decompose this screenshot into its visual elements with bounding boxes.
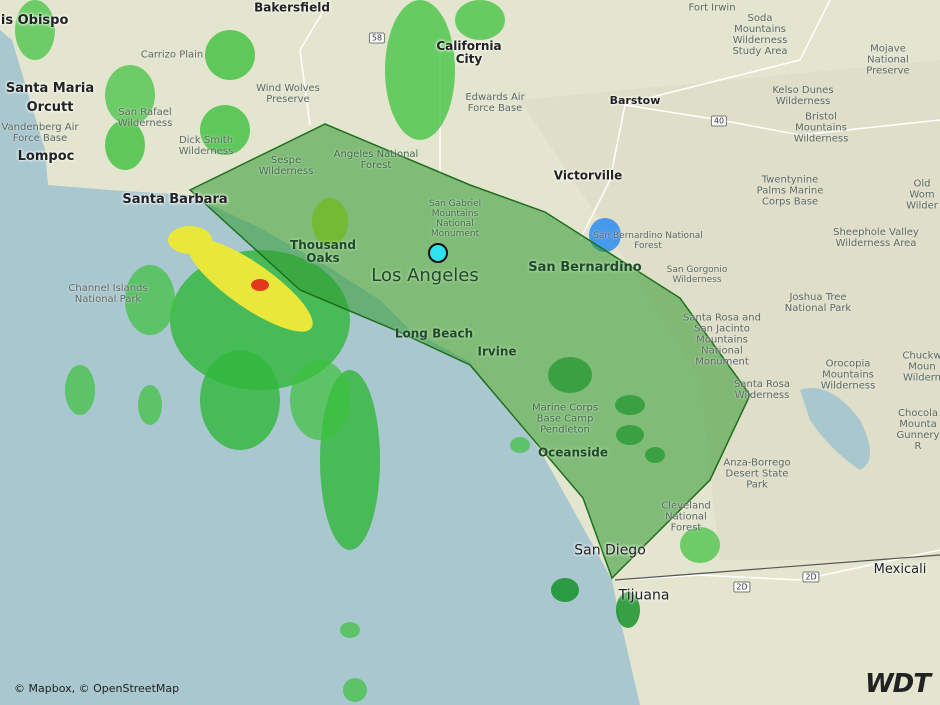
city-label: Victorville [553, 168, 623, 183]
border-line [614, 554, 940, 581]
place-label: Carrizo Plain [140, 49, 204, 61]
city-label: Irvine [477, 344, 517, 359]
city-label: Lompoc [17, 148, 75, 164]
city-label: Orcutt [26, 99, 74, 115]
place-label: San Bernardino National Forest [593, 231, 703, 251]
polygon-radar [548, 357, 665, 463]
city-label: Long Beach [394, 326, 474, 341]
warning-polygon[interactable] [188, 123, 751, 580]
place-label: Twentynine Palms Marine Corps Base [756, 174, 824, 208]
city-label: Tijuana [618, 587, 670, 604]
place-label: Vandenberg Air Force Base [1, 122, 79, 144]
place-label: Orocopia Mountains Wilderness [820, 358, 876, 392]
location-marker[interactable] [428, 243, 448, 263]
place-label: Santa Rosa Wilderness [734, 379, 790, 401]
city-label-los-angeles: Los Angeles [371, 265, 479, 287]
place-label: Chuckw Moun Wildern [902, 350, 940, 384]
city-label: California City [436, 38, 502, 66]
city-label: San Bernardino [528, 259, 642, 275]
highway-shield: 58 [368, 32, 386, 44]
place-label: Wind Wolves Preserve [256, 83, 320, 105]
place-label: Cleveland National Forest [661, 500, 711, 534]
salton-sea [800, 388, 870, 470]
place-label: Bristol Mountains Wilderness [793, 111, 849, 145]
place-label: Sespe Wilderness [258, 155, 314, 177]
highway-shield: 40 [710, 115, 728, 127]
place-label: San Gabriel Mountains National Monument [428, 199, 482, 239]
wdt-logo: WDT [865, 669, 931, 699]
place-label: Joshua Tree National Park [784, 292, 852, 314]
city-label: Thousand Oaks [290, 237, 356, 265]
place-label: Anza-Borrego Desert State Park [723, 457, 791, 491]
place-label: Channel Islands National Park [68, 283, 148, 305]
city-label: Barstow [609, 93, 661, 107]
place-label: Angeles National Forest [333, 149, 419, 171]
place-label: Santa Rosa and San Jacinto Mountains Nat… [683, 312, 761, 368]
place-label: Kelso Dunes Wilderness [772, 85, 834, 107]
place-label: Mojave National Preserve [866, 43, 910, 77]
place-label: Edwards Air Force Base [465, 92, 525, 114]
place-label: Dick Smith Wilderness [178, 135, 234, 157]
place-label: Fort Irwin [688, 2, 736, 14]
highway-shield: 2D [802, 571, 820, 583]
radar-echoes [15, 0, 720, 702]
place-label: San Gorgonio Wilderness [666, 265, 728, 285]
place-label: Chocola Mounta Gunnery R [896, 408, 940, 452]
map-attribution[interactable]: © Mapbox, © OpenStreetMap [14, 682, 180, 695]
city-label: uis Obispo [0, 12, 69, 28]
city-label: Oceanside [537, 445, 609, 460]
place-label: Sheephole Valley Wilderness Area [833, 227, 919, 249]
city-label: Mexicali [873, 561, 927, 577]
place-label: Old Wom Wilder [906, 178, 938, 212]
place-label: Soda Mountains Wilderness Study Area [732, 13, 788, 57]
city-label: San Diego [574, 542, 646, 559]
place-label: Marine Corps Base Camp Pendleton [531, 402, 599, 436]
place-label: San Rafael Wilderness [117, 107, 173, 129]
highway-shield: 2D [733, 581, 751, 593]
city-label: Santa Maria [5, 80, 95, 96]
city-label: Bakersfield [254, 0, 330, 15]
city-label: Santa Barbara [122, 191, 228, 207]
